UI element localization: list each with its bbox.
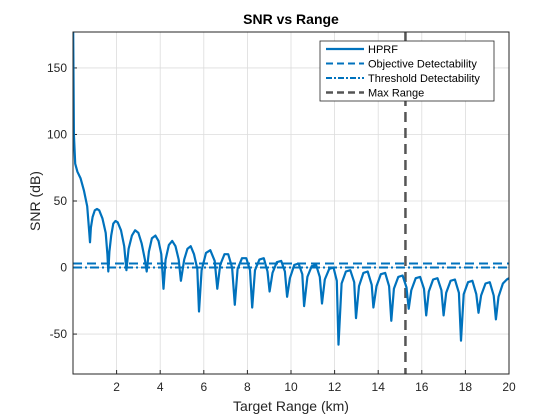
legend-label: Max Range	[368, 88, 424, 100]
legend-box	[319, 40, 495, 102]
x-tick-label: 16	[415, 380, 429, 394]
legend-entry-threshold-detectability: Threshold Detectability	[326, 73, 480, 85]
chart-title: SNR vs Range	[243, 11, 339, 27]
y-tick-label: 50	[54, 194, 68, 208]
x-tick-label: 6	[200, 380, 207, 394]
x-tick-label: 2	[113, 380, 120, 394]
x-tick-label: 12	[328, 380, 342, 394]
legend-entry-hprf: HPRF	[326, 44, 398, 56]
x-tick-label: 18	[459, 380, 473, 394]
legend: HPRF Objective Detectability Threshold Det…	[319, 40, 495, 102]
x-tick-label: 10	[284, 380, 298, 394]
y-tick-label: 100	[47, 127, 67, 141]
x-tick-label: 20	[502, 380, 516, 394]
legend-entry-max-range: Max Range	[326, 88, 424, 100]
legend-label: Threshold Detectability	[368, 73, 480, 85]
legend-label: HPRF	[368, 44, 398, 56]
x-tick-label: 8	[244, 380, 251, 394]
x-axis-label: Target Range (km)	[233, 398, 349, 414]
y-tick-label: 0	[60, 261, 67, 275]
y-axis-ticks: -50 0 50 100 150	[47, 61, 77, 341]
hprf-series-line	[73, 32, 509, 346]
legend-entry-objective-detectability: Objective Detectability	[326, 59, 477, 71]
x-axis-ticks: 2 4 6 8 10 12 14 16 18 20	[113, 370, 516, 394]
plot-frame	[72, 31, 510, 375]
y-tick-label: -50	[50, 327, 68, 341]
y-axis-label: SNR (dB)	[27, 171, 43, 231]
legend-label: Objective Detectability	[368, 59, 477, 71]
x-tick-label: 4	[157, 380, 164, 394]
y-tick-label: 150	[47, 61, 67, 75]
x-tick-label: 14	[372, 380, 386, 394]
